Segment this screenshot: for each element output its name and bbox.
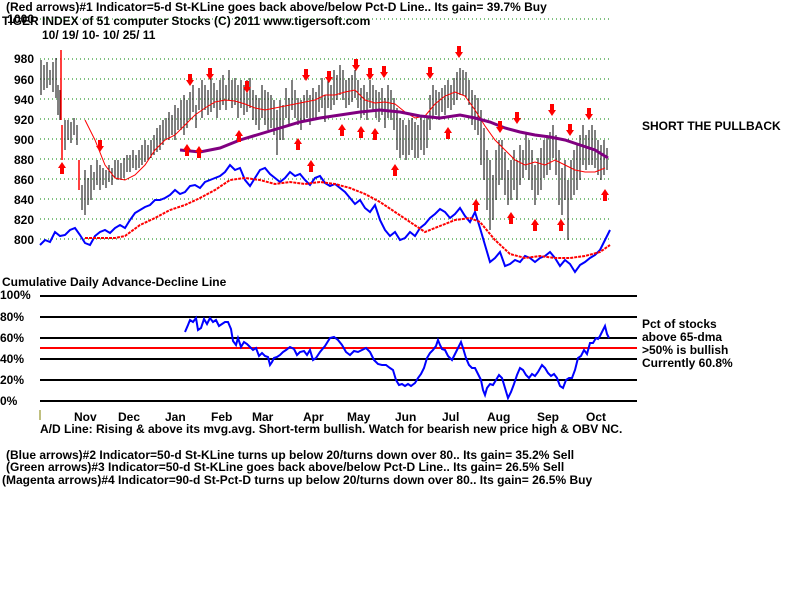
pct-above-ma-line (184, 315, 610, 401)
arrow-down-icon (455, 46, 463, 58)
legend-current-value: Currently 60.8% (642, 356, 733, 370)
arrow-down-icon (206, 68, 214, 80)
month-label: Feb (211, 410, 233, 424)
arrow-up-icon (195, 146, 203, 158)
ad-line-note: A/D Line: Rising & above its mvg.avg. Sh… (40, 422, 623, 436)
arrow-up-icon (444, 127, 452, 139)
lower-panel-title: Cumulative Daily Advance-Decline Line (2, 275, 227, 289)
arrow-up-icon (391, 164, 399, 176)
y-tick: 840 (13, 193, 34, 207)
arrow-down-icon (513, 112, 521, 124)
date-range: 10/ 19/ 10- 10/ 25/ 11 (42, 28, 156, 42)
y-tick: 40% (0, 352, 25, 366)
price-bars (40, 58, 608, 240)
arrow-down-icon (380, 66, 388, 78)
month-label: May (347, 410, 371, 424)
arrow-down-icon (302, 69, 310, 81)
arrow-up-icon (307, 160, 315, 172)
indicator4-description: (Magenta arrows)#4 Indicator=90-d St-Pct… (2, 473, 593, 487)
y-tick: 100% (0, 288, 31, 302)
legend-line-1: Pct of stocks (642, 317, 717, 331)
month-label: Jun (395, 410, 417, 424)
arrow-down-icon (96, 140, 104, 152)
y-tick: 880 (13, 153, 34, 167)
month-label: Nov (74, 410, 97, 424)
chart-title: TIGER INDEX of 51 computer Stocks (C) 20… (2, 14, 371, 28)
arrow-down-icon (496, 121, 504, 133)
y-tick: 20% (0, 373, 25, 387)
arrow-up-icon (183, 144, 191, 156)
y-tick: 980 (13, 52, 34, 66)
arrow-down-icon (566, 124, 574, 136)
month-label: Jul (442, 410, 460, 424)
buy-arrows (58, 124, 609, 231)
arrow-down-icon (325, 71, 333, 83)
arrow-up-icon (531, 219, 539, 231)
arrow-down-icon (426, 67, 434, 79)
y-tick: 900 (13, 133, 34, 147)
long-ma-line (179, 108, 609, 160)
month-label: Dec (118, 410, 141, 424)
sell-arrows (96, 46, 593, 152)
indicator1-description: (Red arrows)#1 Indicator=5-d St-KLine go… (6, 0, 547, 14)
arrow-up-icon (338, 124, 346, 136)
arrow-up-icon (371, 128, 379, 140)
arrow-up-icon (294, 138, 302, 150)
y-tick: 800 (13, 233, 34, 247)
arrow-down-icon (548, 104, 556, 116)
legend-line-3: >50% is bullish (642, 343, 729, 357)
y-tick: 0% (0, 394, 18, 408)
arrow-up-icon (601, 189, 609, 201)
month-label: Aug (487, 410, 511, 424)
y-tick: 920 (13, 113, 34, 127)
arrow-down-icon (585, 108, 593, 120)
short-ma-line (84, 89, 606, 181)
month-label: Apr (303, 410, 324, 424)
arrow-up-icon (557, 219, 565, 231)
month-label: Sep (537, 410, 560, 424)
obv-ma-line (85, 176, 611, 260)
y-tick: 960 (13, 73, 34, 87)
arrow-down-icon (186, 74, 194, 86)
pct-gridlines (40, 295, 637, 402)
month-label: Mar (252, 410, 274, 424)
month-label: Jan (165, 410, 186, 424)
arrow-down-icon (366, 68, 374, 80)
y-tick: 940 (13, 93, 34, 107)
y-tick: 820 (13, 213, 34, 227)
arrow-down-icon (352, 59, 360, 71)
month-label: Oct (586, 410, 607, 424)
y-tick: 60% (0, 331, 25, 345)
legend-line-2: above 65-dma (642, 330, 723, 344)
indicator3-description: (Green arrows)#3 Indicator=50-d St-KLine… (6, 460, 565, 474)
arrow-up-icon (58, 162, 66, 174)
y-tick: 860 (13, 173, 34, 187)
price-gridlines (40, 18, 612, 240)
signal-bars (60, 50, 80, 190)
short-the-pullback-annotation: SHORT THE PULLBACK (642, 119, 781, 133)
arrow-down-icon (243, 81, 251, 93)
arrow-up-icon (472, 199, 480, 211)
arrow-up-icon (357, 126, 365, 138)
arrow-up-icon (235, 130, 243, 142)
y-tick: 80% (0, 310, 25, 324)
y-tick: 1000 (7, 12, 34, 26)
indicator2-description: (Blue arrows)#2 Indicator=50-d St-KLine … (6, 448, 575, 462)
arrow-up-icon (507, 212, 515, 224)
